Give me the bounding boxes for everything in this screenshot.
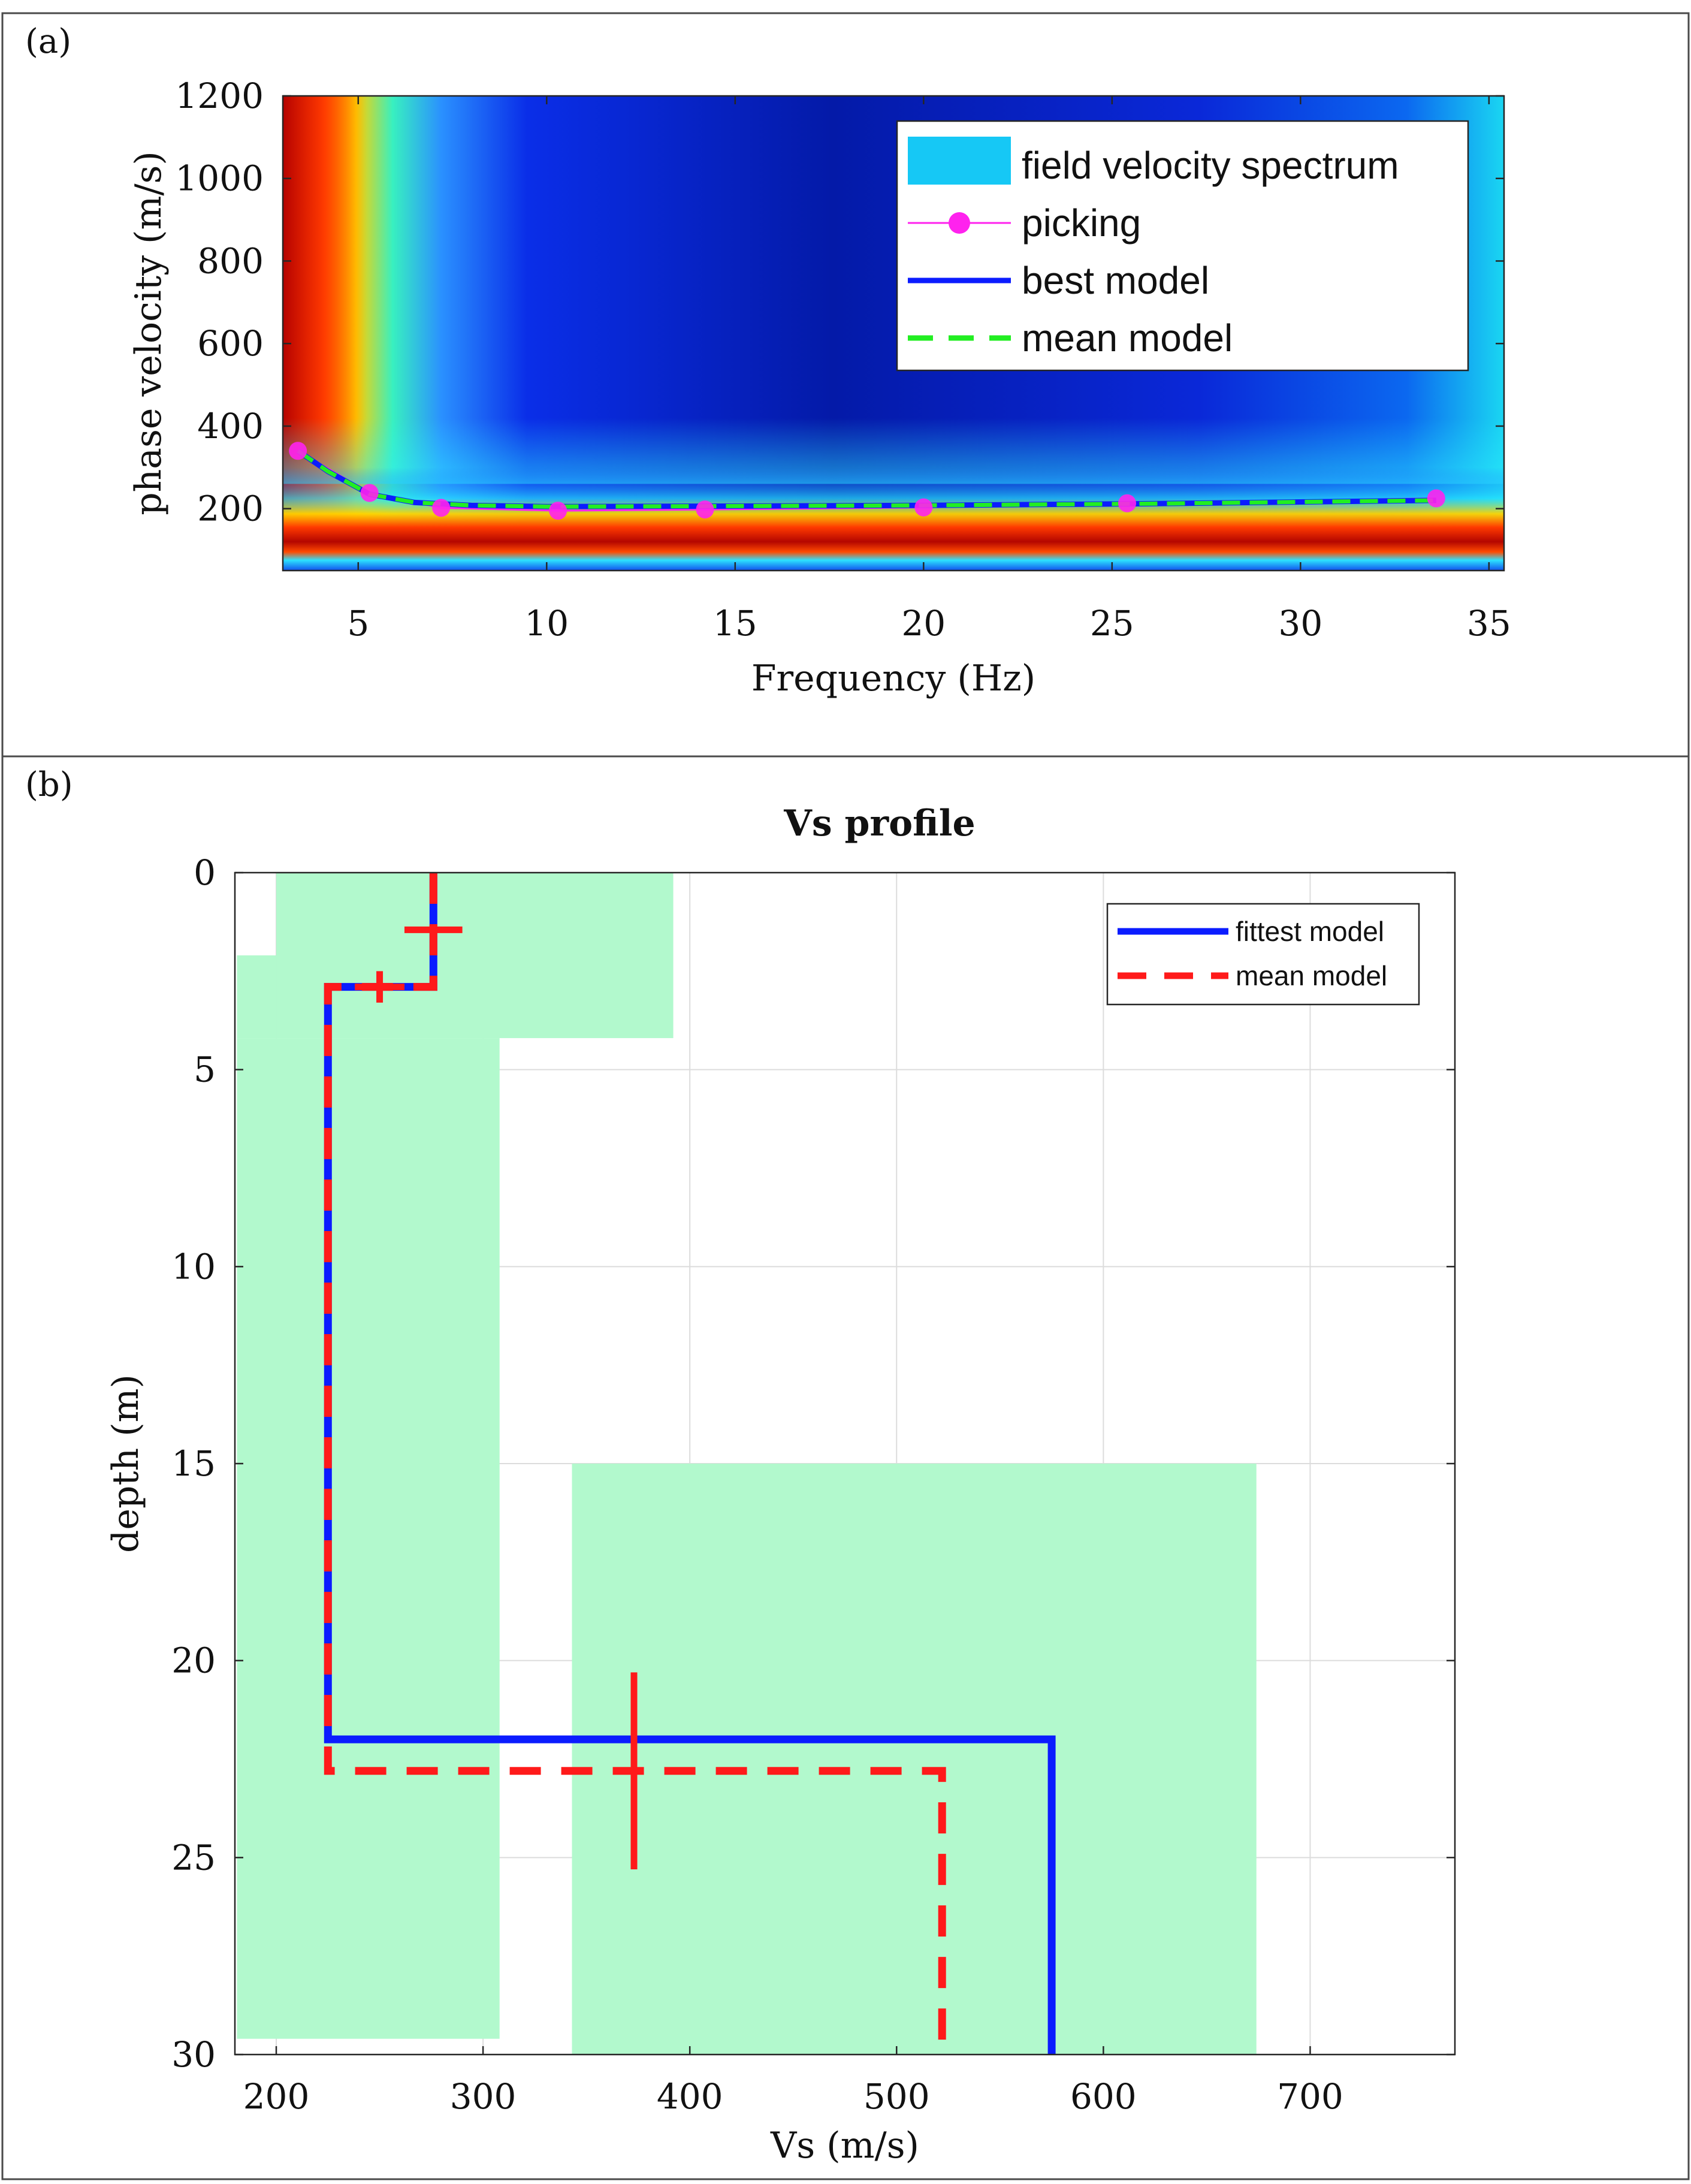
x-tick-label: 400: [657, 2076, 723, 2117]
x-tick-label: 600: [1070, 2076, 1137, 2117]
picking-point: [1118, 494, 1136, 512]
chart-b-y-axis-label: depth (m): [105, 1374, 147, 1553]
y-tick-label: 0: [194, 852, 216, 893]
y-tick-label: 800: [197, 240, 264, 281]
y-tick-label: 15: [171, 1443, 216, 1484]
y-tick-label: 30: [171, 2034, 216, 2075]
picking-point: [696, 500, 714, 519]
x-tick-label: 20: [901, 603, 946, 644]
legend-label-spectrum: field velocity spectrum: [1022, 144, 1399, 187]
velocity-spectrum-fundamental-band: [283, 467, 1504, 571]
y-tick-label: 600: [197, 323, 264, 364]
x-tick-label: 35: [1467, 603, 1511, 644]
x-tick-label: 200: [243, 2076, 310, 2117]
chart-b-legend: fittest model mean model: [1106, 903, 1420, 1006]
x-tick-label: 10: [524, 603, 569, 644]
legend-label-best-model: best model: [1022, 259, 1209, 302]
chart-b-x-axis-label: Vs (m/s): [770, 2125, 919, 2167]
y-tick-label: 10: [171, 1246, 216, 1287]
picking-point: [1427, 489, 1445, 508]
y-tick-label: 400: [197, 406, 264, 447]
search-range-area: [237, 1038, 500, 2039]
x-tick-label: 5: [347, 603, 369, 644]
chart-a-legend: field velocity spectrum picking best mod…: [896, 120, 1469, 372]
search-range-area: [276, 873, 674, 1039]
search-range-area: [572, 1464, 1257, 2055]
chart-a-y-axis-label: phase velocity (m/s): [128, 151, 170, 515]
search-range-area: [237, 955, 277, 1039]
picking-point: [360, 484, 379, 502]
x-tick-label: 700: [1277, 2076, 1343, 2117]
mean-model-line: [297, 449, 1436, 509]
chart-b: Vs profile 200 300 400 500 600 700 0 5 10 15 20 25 3…: [105, 803, 1456, 2167]
legend-label-mean-model: mean model: [1022, 316, 1233, 360]
y-tick-label: 200: [197, 488, 264, 529]
mean-model-line-b: [324, 873, 946, 2055]
chart-a-axes-box: [282, 95, 1505, 572]
x-tick-label: 25: [1090, 603, 1134, 644]
chart-a: 5 10 15 20 25 30 35 200 400 600 800 1000 1200 Freque…: [128, 76, 1511, 699]
chart-b-title: Vs profile: [783, 803, 975, 844]
legend-label-mean-model-b: mean model: [1236, 960, 1387, 991]
legend-label-fittest-model: fittest model: [1236, 916, 1384, 947]
x-tick-label: 500: [863, 2076, 930, 2117]
picking-point: [549, 502, 567, 520]
panel-b-frame: [1, 755, 1690, 2180]
y-tick-label: 1200: [175, 76, 264, 116]
chart-a-x-axis-label: Frequency (Hz): [751, 657, 1035, 699]
panel-b-label: (b): [25, 765, 73, 804]
panel-a-label: (a): [25, 22, 71, 61]
picking-point: [432, 499, 451, 517]
legend-marker-picking: [949, 212, 970, 234]
y-tick-label: 20: [171, 1640, 216, 1681]
picking-point: [914, 498, 933, 517]
legend-swatch-spectrum: [908, 137, 1011, 185]
legend-label-picking: picking: [1022, 201, 1141, 245]
y-tick-label: 25: [171, 1837, 216, 1878]
x-tick-label: 300: [450, 2076, 517, 2117]
y-tick-label: 5: [194, 1049, 216, 1090]
y-tick-label: 1000: [175, 158, 264, 199]
x-tick-label: 30: [1278, 603, 1322, 644]
picking-point: [289, 442, 307, 460]
x-tick-label: 15: [713, 603, 757, 644]
